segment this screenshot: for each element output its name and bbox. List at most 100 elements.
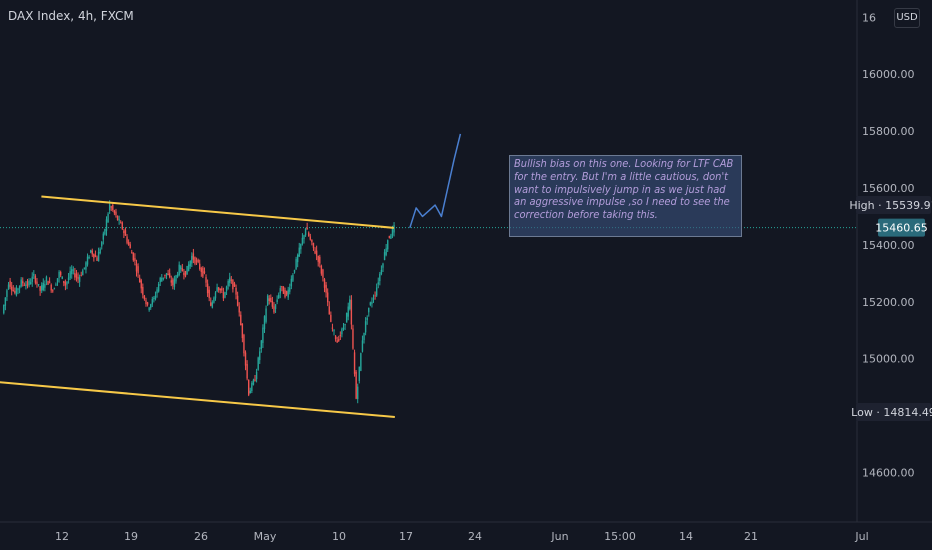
candle-body: [371, 301, 373, 304]
candle-body: [178, 264, 180, 276]
candle-body: [225, 286, 228, 291]
candle-body: [292, 274, 294, 281]
candle-body: [222, 292, 225, 299]
candle-body: [104, 229, 106, 235]
candle-body: [120, 222, 122, 224]
candle-body: [17, 288, 19, 291]
candle-body: [22, 281, 24, 284]
candle-body: [262, 327, 264, 344]
candle-body: [301, 237, 304, 244]
candle-body: [26, 281, 29, 286]
candle-body: [91, 250, 93, 255]
candle-body: [151, 299, 154, 305]
candle-body: [101, 242, 103, 247]
candle-body: [350, 299, 353, 325]
time-tick-label: May: [254, 530, 277, 543]
candle-body: [108, 204, 111, 211]
candle-body: [52, 290, 54, 292]
price-tick-label: 16000.00: [862, 68, 915, 81]
upper-channel-line[interactable]: [41, 195, 394, 229]
candle-body: [360, 353, 362, 371]
candle-body: [319, 256, 321, 264]
candle-body: [44, 284, 46, 288]
candle-body: [159, 277, 161, 283]
candle-body: [233, 283, 236, 287]
candle-body: [72, 269, 75, 271]
candle-body: [75, 273, 78, 278]
candle-body: [255, 371, 258, 380]
candle-body: [74, 273, 76, 278]
price-tick-label: 16: [862, 11, 876, 24]
candle-body: [83, 267, 86, 269]
candle-body: [210, 302, 212, 306]
candle-body: [303, 235, 305, 240]
candle-body: [355, 371, 357, 399]
candle-body: [252, 379, 255, 385]
candle-body: [15, 287, 18, 296]
candle-body: [361, 340, 364, 352]
candle-body: [88, 256, 90, 258]
candle-body: [312, 242, 315, 248]
candle-body: [137, 266, 139, 274]
candle-body: [300, 243, 302, 250]
candle-body: [4, 297, 7, 306]
candle-body: [12, 289, 14, 291]
candle-body: [67, 277, 70, 281]
candle-body: [82, 270, 84, 276]
low-price-label: Low · 14814.49: [851, 406, 932, 419]
candle-body: [364, 321, 367, 333]
candle-body: [333, 330, 335, 332]
candle-body: [309, 236, 312, 240]
candle-body: [243, 334, 245, 354]
candle-body: [66, 281, 68, 285]
candle-body: [235, 287, 237, 295]
candle-body: [213, 297, 215, 303]
candle-body: [14, 290, 16, 293]
candle-body: [20, 279, 22, 287]
projection-path[interactable]: [409, 133, 462, 229]
candle-body: [357, 386, 359, 400]
candle-body: [352, 328, 354, 349]
candle-body: [55, 284, 57, 286]
candle-body: [383, 252, 386, 260]
candle-body: [221, 288, 223, 291]
currency-button[interactable]: USD: [894, 8, 920, 28]
candle-body: [349, 299, 351, 310]
candle-body: [358, 366, 360, 382]
candle-body: [375, 287, 378, 296]
candle-body: [344, 323, 346, 326]
candle-body: [238, 306, 240, 313]
candle-body: [208, 289, 210, 299]
candle-body: [219, 288, 221, 291]
candle-body: [366, 317, 368, 321]
lower-channel-line[interactable]: [0, 381, 395, 419]
candle-body: [265, 308, 267, 322]
candle-body: [273, 306, 275, 313]
annotation-note[interactable]: Bullish bias on this one. Looking for LT…: [509, 155, 742, 237]
candle-body: [127, 242, 130, 245]
candle-body: [254, 379, 256, 382]
candle-body: [28, 280, 30, 286]
candle-body: [393, 225, 395, 233]
candle-body: [314, 250, 316, 254]
candle-body: [336, 340, 338, 343]
candle-body: [143, 295, 146, 300]
candle-body: [240, 314, 242, 326]
candle-body: [77, 276, 79, 280]
candle-body: [380, 269, 383, 275]
current-price-label-bg: [878, 218, 925, 237]
candle-body: [170, 280, 172, 283]
candle-body: [78, 277, 81, 282]
candle-body: [107, 213, 109, 223]
candle-body: [42, 282, 44, 290]
candle-body: [241, 323, 244, 339]
candle-body: [322, 269, 324, 278]
candle-body: [328, 306, 330, 315]
time-tick-label: 21: [744, 530, 758, 543]
candle-body: [86, 256, 89, 265]
candle-body: [295, 259, 297, 270]
candle-body: [216, 287, 218, 292]
time-tick-label: 15:00: [604, 530, 636, 543]
candle-body: [25, 284, 27, 287]
